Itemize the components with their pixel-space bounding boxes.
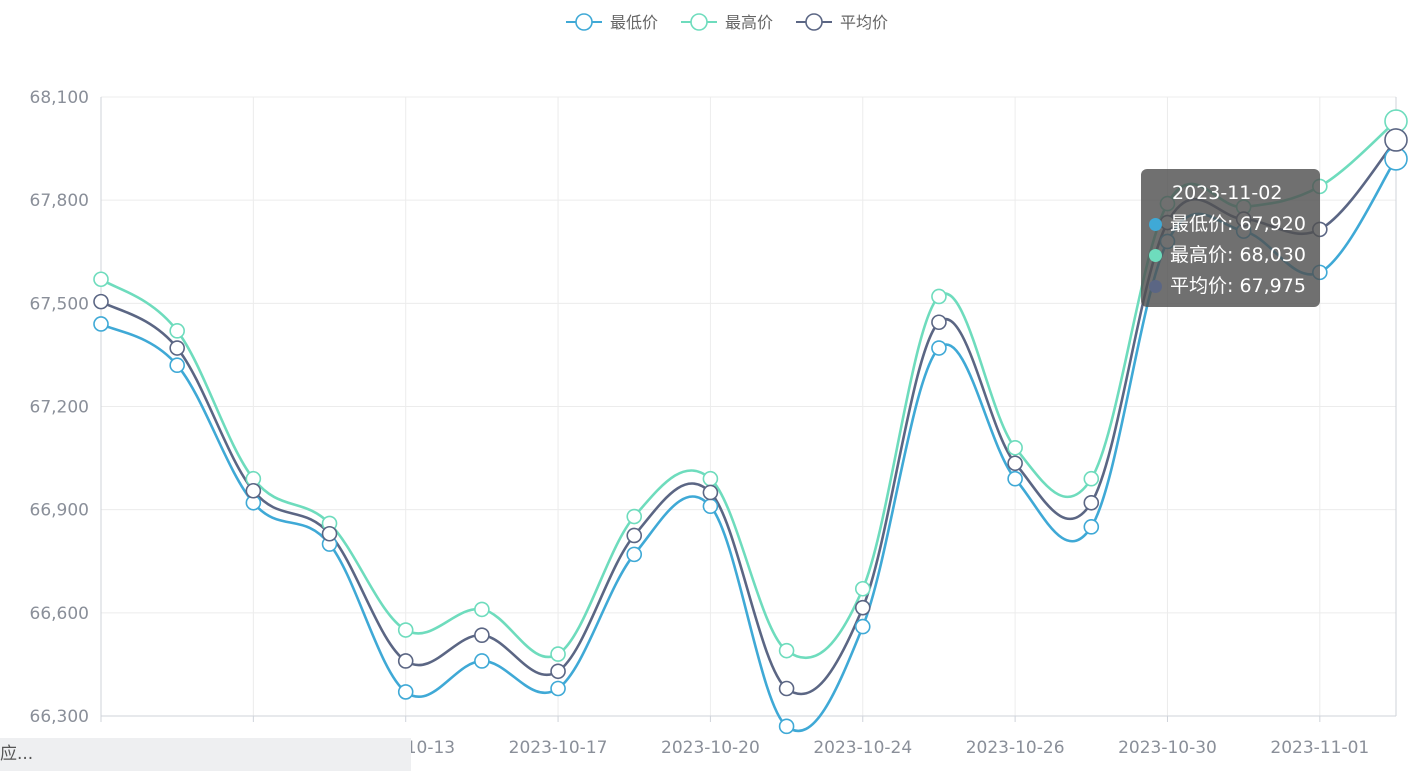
legend-marker [575, 13, 593, 31]
legend-label: 平均价 [840, 13, 888, 32]
legend-label: 最低价 [610, 13, 658, 32]
data-point[interactable] [854, 618, 871, 635]
y-tick-label: 66,600 [30, 604, 89, 624]
series-points[interactable] [93, 109, 1408, 735]
data-point[interactable] [474, 601, 490, 618]
data-point[interactable] [1007, 455, 1023, 472]
data-point[interactable] [1007, 470, 1023, 487]
data-point[interactable] [397, 684, 414, 700]
tooltip-title: 2023-11-02 [1172, 182, 1283, 204]
legend-item-0[interactable]: 最低价 [566, 13, 658, 32]
data-point[interactable] [550, 646, 566, 662]
legend[interactable]: 最低价 最高价 平均价 [566, 13, 888, 32]
data-point[interactable] [550, 680, 566, 697]
tooltip-row-high: 最高价: 68,030 [1149, 240, 1312, 271]
y-tick-label: 66,900 [30, 501, 89, 521]
data-point[interactable] [93, 293, 109, 310]
x-tick-label: 2023-10-17 [509, 738, 608, 758]
legend-item-1[interactable]: 最高价 [681, 13, 773, 32]
data-point[interactable] [702, 470, 719, 487]
tooltip-label-low: 最低价: 67,920 [1170, 213, 1306, 235]
data-point[interactable] [626, 546, 643, 563]
data-point[interactable] [854, 580, 871, 597]
x-tick-label: 2023-10-26 [966, 738, 1065, 758]
data-point[interactable] [93, 271, 109, 288]
tooltip-row-avg: 平均价: 67,975 [1149, 271, 1312, 302]
y-axis-ticks: 66,300 66,600 66,900 67,200 67,500 67,800 68,1… [30, 88, 89, 727]
data-point[interactable] [1083, 494, 1100, 511]
data-point[interactable] [1384, 128, 1408, 152]
data-point[interactable] [169, 357, 185, 374]
y-tick-label: 68,100 [30, 88, 89, 108]
data-point[interactable] [93, 316, 109, 332]
y-tick-label: 67,500 [30, 294, 89, 314]
grid-lines [101, 96, 1396, 717]
tooltip-row-low: 最低价: 67,920 [1149, 209, 1312, 240]
data-point[interactable] [1083, 519, 1100, 535]
data-point[interactable] [931, 288, 947, 305]
data-point[interactable] [626, 527, 643, 544]
y-tick-label: 67,200 [30, 398, 89, 418]
data-point[interactable] [702, 484, 719, 501]
legend-label: 最高价 [725, 13, 773, 32]
data-point[interactable] [626, 508, 643, 525]
chart-tooltip: 2023-11-02 最低价: 67,920 最高价: 68,030 平均价: … [1141, 169, 1320, 307]
data-point[interactable] [778, 718, 795, 735]
y-tick-label: 66,300 [30, 707, 89, 727]
data-point[interactable] [169, 323, 185, 339]
legend-item-2[interactable]: 平均价 [796, 13, 888, 32]
x-tick-label: 2023-10-24 [813, 738, 912, 758]
tooltip-dot-avg [1149, 280, 1162, 293]
status-bar: 应... [0, 738, 411, 771]
x-tick-label: 2023-10-20 [661, 738, 760, 758]
tooltip-label-high: 最高价: 68,030 [1170, 244, 1306, 266]
data-point[interactable] [702, 498, 719, 515]
axes [100, 97, 1397, 722]
data-point[interactable] [1083, 470, 1100, 487]
data-point[interactable] [474, 653, 490, 669]
data-point[interactable] [245, 482, 262, 499]
data-point[interactable] [854, 599, 871, 616]
status-bar-text: 应... [0, 744, 34, 764]
x-tick-label: 2023-10-30 [1118, 738, 1217, 758]
tooltip-dot-low [1149, 218, 1162, 231]
tooltip-dot-high [1149, 249, 1162, 262]
data-point[interactable] [321, 525, 338, 542]
data-point[interactable] [931, 340, 947, 356]
y-tick-label: 67,800 [30, 191, 89, 211]
legend-marker [805, 13, 823, 31]
data-point[interactable] [778, 642, 795, 659]
x-tick-label: 2023-11-01 [1270, 738, 1369, 758]
data-point[interactable] [474, 627, 490, 643]
tooltip-label-avg: 平均价: 67,975 [1170, 275, 1306, 297]
data-point[interactable] [778, 680, 795, 697]
data-point[interactable] [1007, 439, 1023, 456]
data-point[interactable] [169, 340, 185, 356]
data-point[interactable] [550, 663, 566, 680]
data-point[interactable] [931, 314, 947, 331]
legend-marker [690, 13, 708, 31]
data-point[interactable] [397, 622, 414, 638]
data-point[interactable] [397, 653, 414, 669]
